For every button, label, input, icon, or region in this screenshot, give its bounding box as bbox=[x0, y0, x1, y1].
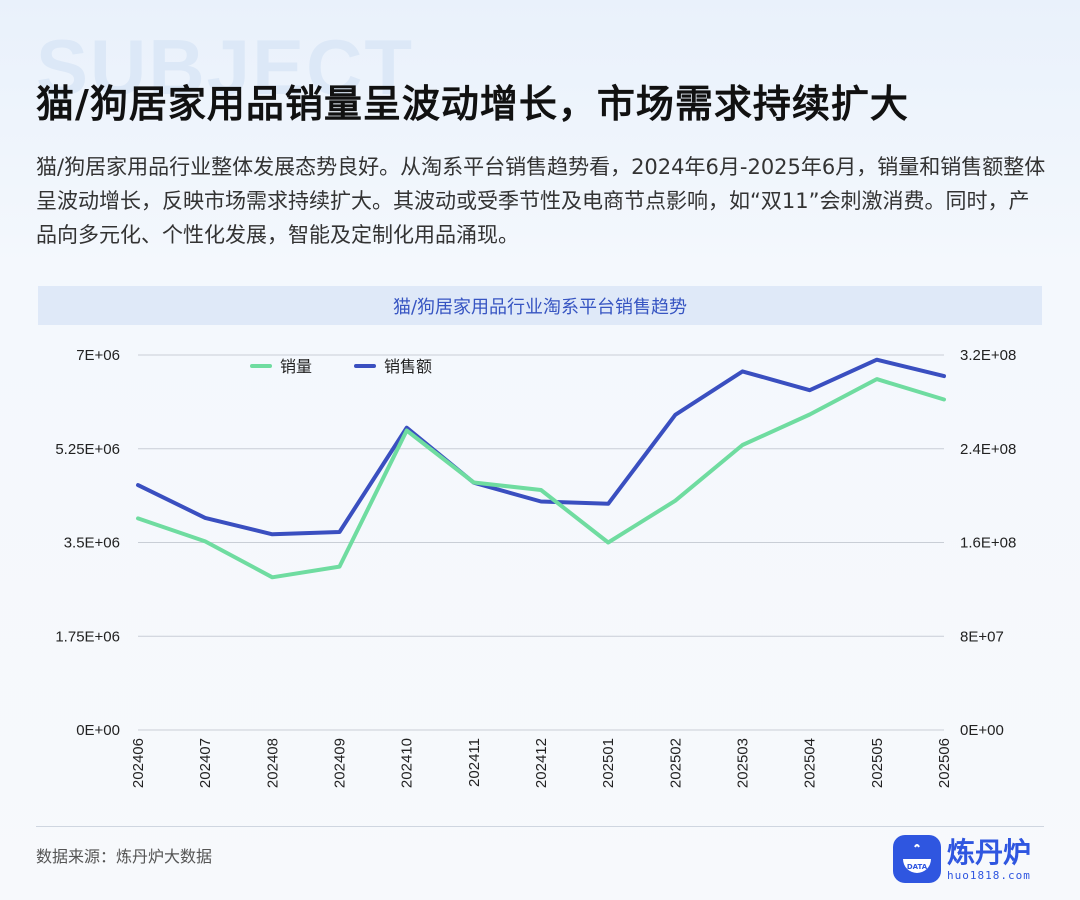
x-tick-label: 202406 bbox=[130, 738, 147, 788]
x-tick-label: 202501 bbox=[600, 738, 617, 788]
y-left-tick-label: 5.25E+06 bbox=[55, 441, 120, 458]
background-watermark-word: SUBJECT bbox=[36, 23, 415, 111]
legend-label: 销售额 bbox=[384, 357, 432, 376]
intro-paragraph: 猫/狗居家用品行业整体发展态势良好。从淘系平台销售趋势看，2024年6月-202… bbox=[36, 155, 1046, 247]
y-left-tick-label: 1.75E+06 bbox=[55, 628, 120, 645]
logo-name: 炼丹炉 bbox=[947, 835, 1032, 869]
data-source-note: 数据来源：炼丹炉大数据 bbox=[36, 847, 213, 866]
x-tick-label: 202412 bbox=[533, 738, 550, 788]
logo-domain: huo1818.com bbox=[947, 868, 1031, 882]
footer-divider bbox=[36, 826, 1044, 827]
x-tick-label: 202407 bbox=[197, 738, 214, 788]
logo-mark-icon: DATA bbox=[893, 835, 941, 883]
x-tick-label: 202506 bbox=[936, 738, 953, 788]
brand-logo: DATA 炼丹炉 huo1818.com bbox=[893, 835, 1031, 883]
y-left-tick-label: 0E+00 bbox=[76, 722, 120, 739]
y-right-tick-label: 1.6E+08 bbox=[960, 535, 1016, 552]
x-tick-label: 202410 bbox=[399, 738, 416, 788]
y-left-tick-label: 7E+06 bbox=[76, 347, 120, 364]
x-tick-label: 202411 bbox=[466, 738, 483, 787]
series-line-volume bbox=[136, 377, 946, 580]
logo-badge-text: DATA bbox=[907, 863, 928, 871]
x-tick-label: 202503 bbox=[735, 738, 752, 788]
y-right-tick-label: 3.2E+08 bbox=[960, 347, 1016, 364]
x-tick-label: 202502 bbox=[667, 738, 684, 788]
y-left-tick-label: 3.5E+06 bbox=[64, 535, 120, 552]
x-tick-label: 202408 bbox=[264, 738, 281, 788]
legend-label: 销量 bbox=[280, 357, 312, 376]
chart-title: 猫/狗居家用品行业淘系平台销售趋势 bbox=[38, 286, 1042, 325]
y-right-tick-label: 0E+00 bbox=[960, 722, 1004, 739]
page-headline: 猫/狗居家用品销量呈波动增长，市场需求持续扩大 bbox=[36, 82, 909, 126]
y-right-tick-label: 2.4E+08 bbox=[960, 441, 1016, 458]
x-tick-label: 202505 bbox=[869, 738, 886, 788]
x-tick-label: 202409 bbox=[332, 738, 349, 788]
y-right-tick-label: 8E+07 bbox=[960, 628, 1004, 645]
series-line-revenue bbox=[136, 357, 946, 537]
x-tick-label: 202504 bbox=[802, 738, 819, 788]
